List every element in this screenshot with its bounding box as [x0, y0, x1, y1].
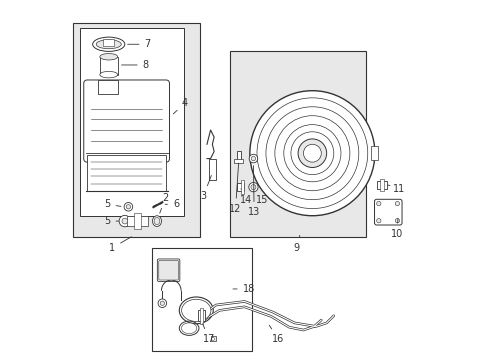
Bar: [73, 23, 200, 237]
Text: 2: 2: [160, 193, 168, 213]
Circle shape: [376, 202, 380, 206]
Bar: [87, 155, 165, 191]
Text: 17: 17: [202, 324, 215, 344]
Text: 4: 4: [173, 98, 188, 114]
Circle shape: [394, 219, 399, 223]
Bar: [134, 213, 141, 229]
Circle shape: [248, 183, 258, 192]
Text: 5: 5: [104, 216, 119, 226]
Circle shape: [250, 185, 255, 190]
Ellipse shape: [93, 37, 124, 51]
Circle shape: [122, 218, 127, 224]
Circle shape: [249, 91, 374, 216]
Text: 1: 1: [109, 237, 131, 253]
Text: 6: 6: [165, 199, 179, 209]
Text: 15: 15: [253, 192, 267, 204]
Circle shape: [119, 215, 130, 227]
Bar: [198, 310, 205, 321]
Bar: [370, 146, 378, 160]
Bar: [236, 152, 241, 160]
Circle shape: [158, 299, 166, 307]
Ellipse shape: [181, 323, 196, 334]
Ellipse shape: [100, 54, 118, 60]
Ellipse shape: [96, 40, 121, 49]
Text: 5: 5: [104, 199, 121, 209]
Circle shape: [298, 139, 326, 167]
Circle shape: [160, 301, 164, 305]
Bar: [234, 159, 243, 163]
Bar: [208, 158, 216, 180]
Bar: [200, 308, 203, 324]
Circle shape: [376, 219, 380, 223]
Text: 10: 10: [390, 219, 403, 239]
Text: 8: 8: [122, 60, 148, 70]
Text: 11: 11: [387, 184, 404, 194]
Circle shape: [394, 202, 399, 206]
FancyBboxPatch shape: [83, 80, 169, 162]
Text: 3: 3: [200, 175, 211, 201]
Bar: [80, 28, 183, 216]
FancyBboxPatch shape: [159, 260, 178, 280]
Ellipse shape: [181, 299, 210, 321]
Circle shape: [124, 203, 132, 211]
Circle shape: [248, 154, 257, 163]
Bar: [103, 39, 114, 46]
Text: 7: 7: [127, 39, 150, 49]
Bar: [151, 248, 251, 351]
Bar: [126, 216, 148, 226]
Text: 14: 14: [239, 189, 251, 204]
Ellipse shape: [154, 217, 160, 225]
Text: 12: 12: [229, 163, 241, 213]
Bar: [241, 180, 244, 194]
Bar: [210, 337, 215, 342]
Circle shape: [126, 204, 130, 209]
Bar: [236, 183, 244, 191]
Bar: [100, 57, 118, 75]
Circle shape: [303, 144, 321, 162]
Bar: [379, 179, 383, 191]
Circle shape: [211, 338, 214, 341]
Text: 16: 16: [269, 325, 284, 344]
Ellipse shape: [100, 71, 118, 78]
Circle shape: [251, 157, 255, 161]
Ellipse shape: [152, 216, 161, 226]
Text: 9: 9: [293, 235, 299, 253]
Bar: [98, 80, 118, 94]
Bar: [230, 51, 365, 237]
FancyBboxPatch shape: [374, 199, 401, 225]
Text: 18: 18: [232, 284, 254, 294]
Text: 13: 13: [247, 166, 260, 217]
Bar: [376, 181, 386, 189]
